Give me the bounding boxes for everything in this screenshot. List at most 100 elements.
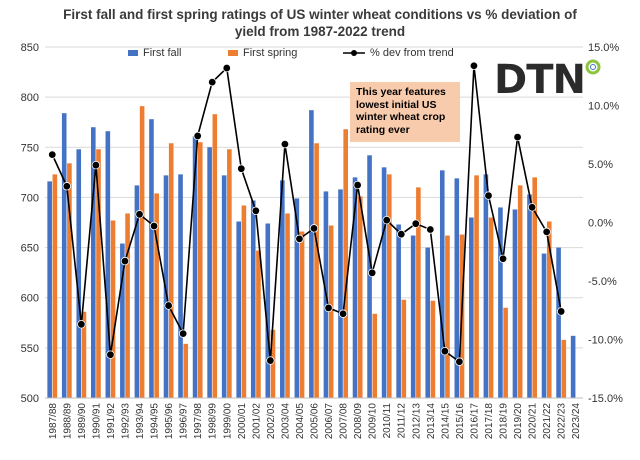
y-left-tick-label: 650 <box>21 243 39 255</box>
bar-first-spring <box>387 174 392 398</box>
line-point-dev-from-trend <box>48 150 57 159</box>
line-point-dev-from-trend <box>91 160 101 170</box>
x-tick-label: 2021/22 <box>542 403 553 440</box>
bar-first-fall <box>483 174 489 398</box>
line-point-dev-from-trend <box>266 356 275 365</box>
bar-first-spring <box>328 225 334 398</box>
bar-first-spring <box>474 175 479 398</box>
x-tick-label: 2009/10 <box>368 403 379 440</box>
title-line-1: First fall and first spring ratings of U… <box>63 7 577 22</box>
bar-first-fall <box>498 207 503 398</box>
bar-first-fall <box>309 110 314 399</box>
bar-first-fall <box>469 217 474 398</box>
legend-label-first-fall: First fall <box>143 47 182 59</box>
bar-first-spring <box>154 193 159 398</box>
bar-first-spring <box>285 213 290 398</box>
x-tick-label: 2010/11 <box>382 403 393 439</box>
bar-first-spring <box>546 221 552 398</box>
line-point-dev-from-trend <box>382 215 391 225</box>
line-point-dev-from-trend <box>251 206 261 215</box>
line-point-dev-from-trend <box>309 224 319 233</box>
bar-first-fall <box>512 209 518 398</box>
bar-first-fall <box>454 178 460 398</box>
bar-first-spring <box>503 307 508 398</box>
x-tick-label: 2012/13 <box>411 403 422 440</box>
bar-first-fall <box>352 177 358 398</box>
bar-first-fall <box>105 131 111 399</box>
line-point-dev-from-trend <box>397 229 406 239</box>
y-right-tick-label: 5.0% <box>588 159 613 171</box>
line-point-dev-from-trend <box>164 301 173 310</box>
y-left-tick-label: 800 <box>21 92 39 104</box>
bar-first-spring <box>96 149 101 398</box>
bar-first-spring <box>110 220 116 398</box>
bar-first-fall <box>47 181 52 398</box>
legend-swatch-first-spring <box>228 50 238 56</box>
bar-first-fall <box>178 174 183 398</box>
annotation-box: This year features lowest initial US win… <box>350 82 460 142</box>
line-point-dev-from-trend <box>193 131 202 141</box>
bar-first-fall <box>163 175 169 398</box>
y-left-tick-label: 700 <box>21 192 39 204</box>
y-right-tick-label: -15.0% <box>588 393 623 405</box>
x-tick-label: 1990/91 <box>91 403 102 440</box>
y-left-tick-label: 750 <box>21 142 39 154</box>
line-point-dev-from-trend <box>426 225 435 234</box>
bar-first-spring <box>270 329 276 398</box>
bar-first-spring <box>227 149 232 398</box>
bar-first-fall <box>294 198 300 398</box>
bar-first-spring <box>256 250 261 398</box>
line-point-dev-from-trend <box>338 309 348 318</box>
line-point-dev-from-trend <box>324 303 333 313</box>
bar-first-fall <box>236 221 241 398</box>
y-right-tick-label: -5.0% <box>588 276 617 288</box>
bar-first-fall <box>221 175 227 398</box>
line-point-dev-from-trend <box>353 180 362 190</box>
x-tick-label: 1988/89 <box>62 403 73 440</box>
legend-swatch-dev-marker <box>351 50 357 56</box>
y-right-tick-label: 0.0% <box>588 218 613 230</box>
x-tick-label: 2006/07 <box>324 403 335 440</box>
annotation-line-3: winter wheat crop <box>356 111 446 123</box>
line-point-dev-from-trend <box>62 182 72 191</box>
bar-first-spring <box>67 163 72 398</box>
x-tick-label: 1996/97 <box>179 403 190 440</box>
bar-first-fall <box>149 119 154 398</box>
x-tick-label: 2000/01 <box>237 403 248 440</box>
bar-first-fall <box>76 149 82 398</box>
bar-first-spring <box>430 300 436 398</box>
line-point-dev-from-trend <box>208 77 217 87</box>
bar-first-fall <box>439 170 445 398</box>
line-point-dev-from-trend <box>556 307 566 316</box>
bar-first-spring <box>212 114 218 398</box>
y-right-tick-label: 10.0% <box>588 101 619 113</box>
x-tick-label: 2002/03 <box>266 403 277 440</box>
annotation-line-4: rating ever <box>356 123 410 136</box>
bar-first-fall <box>192 136 198 399</box>
bar-first-fall <box>410 235 416 398</box>
line-point-dev-from-trend <box>498 254 508 263</box>
logo-text: DTN <box>494 57 586 103</box>
line-point-dev-from-trend <box>222 63 231 73</box>
chart-title: First fall and first spring ratings of U… <box>0 6 640 40</box>
bar-first-spring <box>445 235 450 398</box>
bar-first-fall <box>570 335 576 398</box>
bar-first-spring <box>299 231 305 398</box>
bar-first-fall <box>61 113 67 398</box>
line-point-dev-from-trend <box>455 357 464 366</box>
x-tick-label: 2015/16 <box>455 403 466 440</box>
bar-first-spring <box>372 313 378 398</box>
legend-label-dev-from-trend: % dev from trend <box>370 47 454 59</box>
bar-first-spring <box>357 196 363 398</box>
x-tick-label: 1999/00 <box>222 403 233 440</box>
bar-first-fall <box>280 180 285 398</box>
annotation-line-2: lowest initial US <box>356 98 437 111</box>
line-point-dev-from-trend <box>440 347 450 356</box>
bar-first-fall <box>381 167 387 398</box>
bar-first-spring <box>401 299 407 398</box>
bar-first-fall <box>134 185 140 398</box>
x-tick-label: 2018/19 <box>499 403 510 440</box>
bar-first-spring <box>183 343 189 398</box>
bar-first-fall <box>90 127 96 398</box>
